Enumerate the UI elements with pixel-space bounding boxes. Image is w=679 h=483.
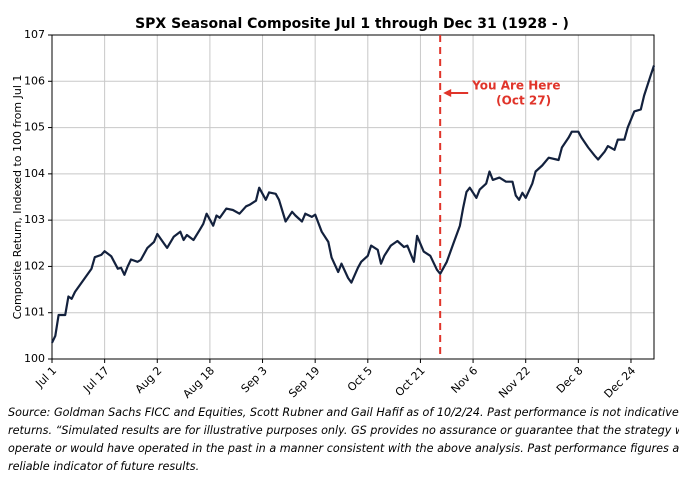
- x-tick-label: Nov 6: [449, 364, 481, 396]
- x-tick-label: Sep 19: [286, 364, 322, 400]
- source-line: operate or would have operated in the pa…: [8, 442, 679, 455]
- y-tick-label: 106: [24, 74, 45, 87]
- annotation-text: You Are Here: [471, 79, 560, 93]
- x-tick-label: Nov 22: [496, 364, 533, 401]
- y-axis-label: Composite Return, Indexed to 100 from Ju…: [11, 75, 24, 320]
- x-tick-label: Oct 21: [393, 364, 428, 399]
- source-line: Source: Goldman Sachs FICC and Equities,…: [8, 406, 679, 419]
- x-tick-label: Dec 24: [602, 364, 639, 401]
- x-tick-label: Oct 5: [345, 364, 375, 394]
- y-tick-label: 101: [24, 306, 45, 319]
- x-tick-label: Aug 2: [133, 364, 165, 396]
- y-tick-label: 105: [24, 121, 45, 134]
- plot-frame: [51, 34, 655, 360]
- annotation-text: (Oct 27): [496, 94, 551, 108]
- y-tick-label: 103: [24, 213, 45, 226]
- x-tick-label: Jul 17: [80, 364, 112, 396]
- x-tick-label: Dec 8: [554, 364, 586, 396]
- source-line: reliable indicator of future results.: [8, 460, 199, 473]
- annotation-arrowhead: [443, 89, 452, 97]
- y-tick-label: 102: [24, 259, 45, 272]
- x-tick-label: Jul 1: [33, 364, 60, 391]
- source-line: returns. “Simulated results are for illu…: [8, 424, 679, 437]
- x-tick-label: Sep 3: [238, 364, 269, 395]
- series-line: [51, 65, 656, 344]
- chart-title: SPX Seasonal Composite Jul 1 through Dec…: [135, 16, 569, 32]
- x-tick-label: Aug 18: [180, 364, 217, 401]
- y-tick-label: 107: [24, 28, 45, 41]
- y-tick-label: 100: [24, 352, 45, 365]
- y-tick-label: 104: [24, 167, 45, 180]
